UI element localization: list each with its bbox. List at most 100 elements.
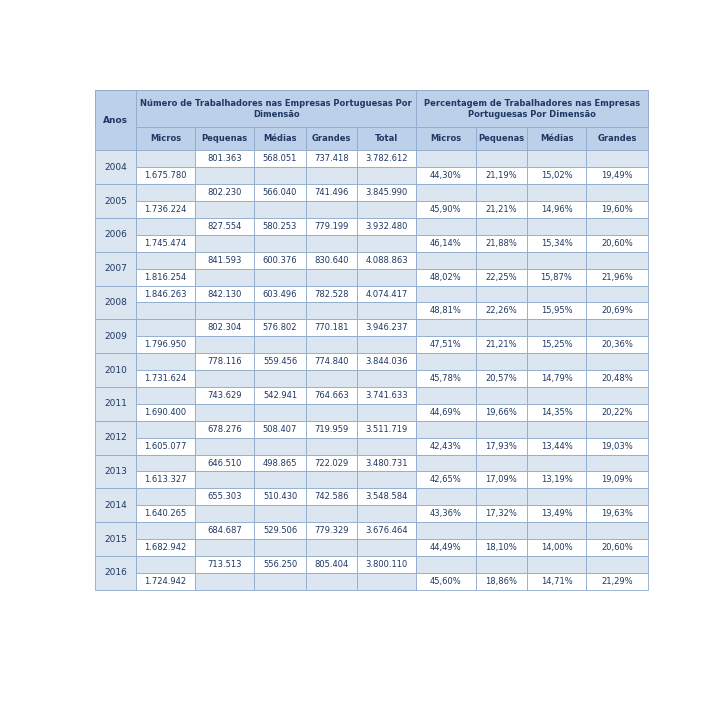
- Bar: [586, 201, 648, 218]
- Bar: [476, 523, 527, 539]
- Text: Percentagem de Trabalhadores nas Empresas
Portuguesas Por Dimensão: Percentagem de Trabalhadores nas Empresa…: [424, 99, 640, 119]
- Bar: [586, 404, 648, 421]
- Bar: [95, 184, 136, 218]
- Text: 713.513: 713.513: [207, 560, 242, 569]
- Text: 14,79%: 14,79%: [541, 374, 572, 383]
- Text: 15,87%: 15,87%: [541, 273, 573, 282]
- Bar: [416, 252, 476, 268]
- Bar: [254, 506, 306, 523]
- Bar: [586, 150, 648, 167]
- Bar: [357, 167, 416, 184]
- Bar: [527, 127, 586, 150]
- Text: 13,44%: 13,44%: [541, 442, 572, 450]
- Bar: [357, 201, 416, 218]
- Bar: [95, 91, 648, 127]
- Bar: [586, 370, 648, 387]
- Text: 2014: 2014: [104, 501, 127, 510]
- Text: 2005: 2005: [104, 197, 127, 205]
- Bar: [195, 438, 254, 455]
- Text: 1.605.077: 1.605.077: [144, 442, 187, 450]
- Bar: [195, 539, 254, 556]
- Bar: [254, 336, 306, 353]
- Bar: [195, 421, 254, 438]
- Bar: [357, 489, 416, 506]
- Text: 17,93%: 17,93%: [485, 442, 517, 450]
- Bar: [95, 150, 136, 184]
- Text: 45,90%: 45,90%: [430, 205, 462, 214]
- Bar: [586, 235, 648, 252]
- Bar: [527, 438, 586, 455]
- Bar: [306, 252, 357, 268]
- Text: 3.844.036: 3.844.036: [365, 357, 408, 366]
- Bar: [136, 387, 195, 404]
- Bar: [527, 421, 586, 438]
- Bar: [136, 218, 195, 235]
- Bar: [476, 336, 527, 353]
- Bar: [136, 167, 195, 184]
- Bar: [527, 235, 586, 252]
- Text: 1.816.254: 1.816.254: [144, 273, 187, 282]
- Text: 43,36%: 43,36%: [430, 509, 462, 518]
- Bar: [357, 268, 416, 285]
- Bar: [357, 387, 416, 404]
- Bar: [306, 336, 357, 353]
- Text: 1.796.950: 1.796.950: [144, 341, 187, 349]
- Bar: [476, 150, 527, 167]
- Bar: [357, 336, 416, 353]
- Bar: [416, 556, 476, 573]
- Text: 3.946.237: 3.946.237: [365, 324, 408, 332]
- Bar: [476, 539, 527, 556]
- Bar: [95, 91, 136, 150]
- Bar: [136, 523, 195, 539]
- Text: 4.088.863: 4.088.863: [365, 256, 408, 265]
- Text: 742.586: 742.586: [314, 492, 349, 501]
- Bar: [254, 150, 306, 167]
- Bar: [306, 472, 357, 489]
- Bar: [527, 218, 586, 235]
- Text: 20,22%: 20,22%: [601, 408, 633, 417]
- Bar: [254, 235, 306, 252]
- Bar: [195, 150, 254, 167]
- Bar: [136, 252, 195, 268]
- Bar: [136, 573, 195, 590]
- Text: 3.800.110: 3.800.110: [365, 560, 408, 569]
- Bar: [357, 455, 416, 472]
- Text: 46,14%: 46,14%: [430, 239, 462, 248]
- Text: 48,02%: 48,02%: [430, 273, 462, 282]
- Bar: [586, 472, 648, 489]
- Text: 2010: 2010: [104, 365, 127, 375]
- Text: 14,00%: 14,00%: [541, 543, 572, 552]
- Text: 508.407: 508.407: [263, 425, 297, 434]
- Bar: [527, 150, 586, 167]
- Bar: [136, 127, 195, 150]
- Bar: [357, 472, 416, 489]
- Bar: [357, 523, 416, 539]
- Bar: [357, 353, 416, 370]
- Bar: [586, 285, 648, 302]
- Text: 741.496: 741.496: [315, 188, 349, 197]
- Bar: [416, 455, 476, 472]
- Text: 21,19%: 21,19%: [486, 171, 517, 181]
- Text: 19,60%: 19,60%: [601, 205, 633, 214]
- Text: 764.663: 764.663: [314, 391, 349, 400]
- Bar: [476, 285, 527, 302]
- Bar: [306, 573, 357, 590]
- Text: Médias: Médias: [263, 135, 297, 144]
- Bar: [416, 218, 476, 235]
- Text: 45,60%: 45,60%: [430, 577, 462, 586]
- Bar: [416, 127, 476, 150]
- Bar: [527, 370, 586, 387]
- Text: 498.865: 498.865: [262, 459, 297, 467]
- Bar: [416, 167, 476, 184]
- Bar: [254, 319, 306, 336]
- Bar: [586, 127, 648, 150]
- Bar: [195, 472, 254, 489]
- Bar: [357, 438, 416, 455]
- Bar: [476, 387, 527, 404]
- Bar: [586, 252, 648, 268]
- Text: 13,49%: 13,49%: [541, 509, 572, 518]
- Bar: [195, 218, 254, 235]
- Bar: [306, 201, 357, 218]
- Text: 20,57%: 20,57%: [485, 374, 517, 383]
- Text: 1.690.400: 1.690.400: [144, 408, 186, 417]
